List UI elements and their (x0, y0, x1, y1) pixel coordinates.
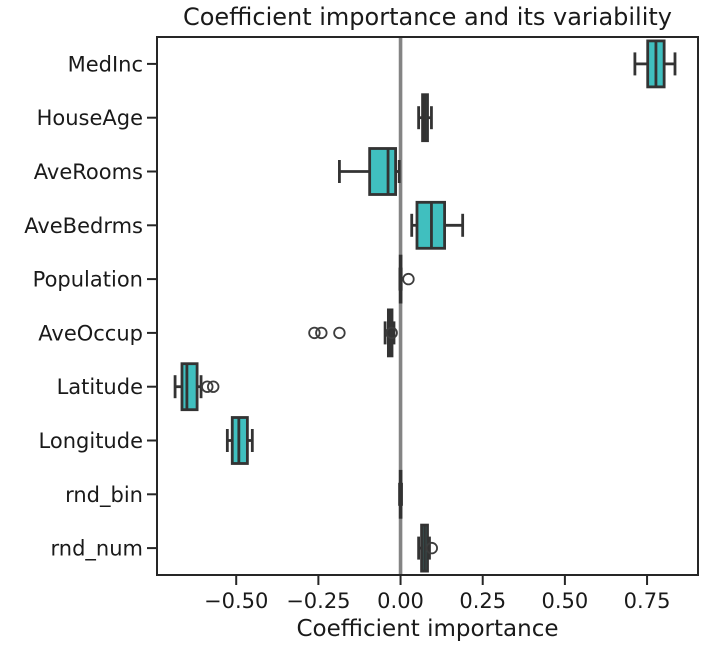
y-tick-label-aveoccup: AveOccup (38, 321, 143, 345)
y-tick-label-longitude: Longitude (39, 429, 143, 453)
flier-rnd-num-0 (425, 541, 438, 555)
x-axis-label: Coefficient importance (296, 616, 559, 642)
y-tick-label-rnd-bin: rnd_bin (65, 483, 143, 508)
chart-title: Coefficient importance and its variabili… (182, 3, 673, 31)
x-tick-label-4: 0.50 (542, 589, 589, 613)
flier-aveoccup-0 (308, 326, 321, 340)
x-tick-label-3: 0.25 (459, 589, 506, 613)
x-tick-label-2: 0.00 (377, 589, 424, 613)
y-tick-label-latitude: Latitude (57, 375, 143, 399)
flier-population-0 (402, 272, 415, 286)
x-tick-label-0: −0.50 (204, 589, 268, 613)
box-latitude (180, 362, 199, 412)
y-tick-label-medinc: MedInc (68, 52, 143, 76)
x-tick-label-1: −0.25 (286, 589, 350, 613)
flier-latitude-1 (207, 380, 220, 393)
plot-border (156, 36, 699, 576)
y-tick-label-avebedrms: AveBedrms (24, 214, 143, 238)
flier-aveoccup-3 (385, 326, 398, 340)
y-tick-label-rnd-num: rnd_num (51, 537, 143, 562)
x-tick-label-5: 0.75 (624, 589, 671, 613)
flier-aveoccup-1 (315, 326, 328, 340)
y-tick-label-averooms: AveRooms (34, 160, 143, 184)
box-averooms (368, 147, 398, 196)
flier-latitude-0 (201, 380, 214, 393)
flier-aveoccup-2 (333, 326, 346, 340)
y-tick-label-houseage: HouseAge (37, 106, 143, 130)
y-tick-label-population: Population (33, 268, 143, 292)
